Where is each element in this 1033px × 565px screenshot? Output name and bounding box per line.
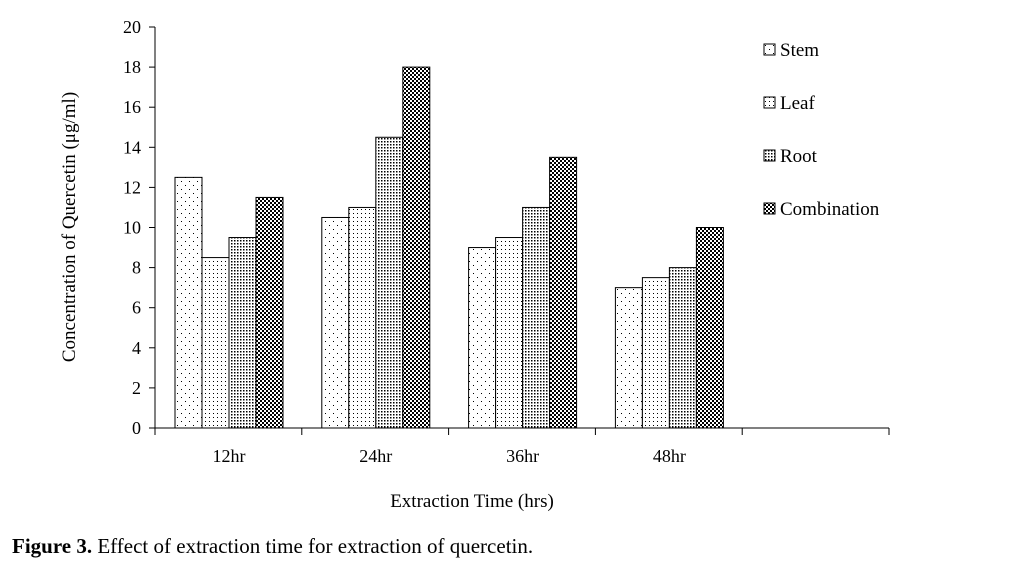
bar-leaf-12hr: [201, 257, 230, 429]
x-tick-label-48hr: 48hr: [653, 446, 686, 466]
bar-root-12hr: [228, 237, 257, 429]
y-tick-label-20: 20: [123, 17, 141, 37]
legend-swatch-combination: [763, 202, 776, 215]
bar-stem-24hr: [321, 216, 350, 429]
y-tick-label-14: 14: [123, 137, 141, 157]
figure-label: Figure 3.: [12, 534, 93, 558]
y-axis-title: Concentration of Quercetin (μg/ml): [59, 92, 80, 362]
y-tick-label-12: 12: [123, 177, 141, 197]
y-tick-label-6: 6: [132, 298, 141, 318]
x-axis-title: Extraction Time (hrs): [390, 491, 554, 512]
legend-swatch-stem: [763, 43, 776, 56]
legend: Stem Leaf Root Combination: [763, 40, 880, 220]
bar-root-48hr: [668, 267, 697, 429]
y-tick-label-16: 16: [123, 97, 141, 117]
legend-label-leaf: Leaf: [780, 93, 815, 114]
y-tick-label-2: 2: [132, 378, 141, 398]
bar-root-36hr: [522, 206, 551, 429]
x-tick-label-24hr: 24hr: [359, 446, 392, 466]
bar-leaf-24hr: [348, 206, 377, 429]
bar-leaf-48hr: [641, 277, 670, 429]
bar-combination-48hr: [695, 227, 724, 429]
y-tick-label-18: 18: [123, 57, 141, 77]
figure-caption: Figure 3. Effect of extraction time for …: [12, 534, 533, 559]
bar-stem-36hr: [468, 247, 497, 429]
y-tick-label-4: 4: [132, 338, 141, 358]
bar-combination-24hr: [402, 66, 431, 429]
bar-combination-12hr: [255, 196, 284, 429]
bar-combination-36hr: [549, 156, 578, 429]
bar-stem-12hr: [174, 176, 203, 429]
legend-swatch-root: [763, 149, 776, 162]
bar-root-24hr: [375, 136, 404, 429]
y-tick-label-10: 10: [123, 218, 141, 238]
x-tick-label-12hr: 12hr: [213, 446, 246, 466]
bar-chart: 0 2 4 6 8 10 12 14 16 18 20 12hr 24hr 36hr 48hr Concen…: [59, 17, 890, 512]
y-tick-label-8: 8: [132, 258, 141, 278]
figure-caption-text: Effect of extraction time for extraction…: [92, 534, 534, 558]
legend-label-combination: Combination: [780, 199, 880, 220]
legend-swatch-leaf: [763, 96, 776, 109]
y-tick-label-0: 0: [132, 418, 141, 438]
legend-label-stem: Stem: [780, 40, 819, 61]
bar-stem-48hr: [614, 287, 643, 429]
legend-label-root: Root: [780, 146, 818, 167]
x-tick-label-36hr: 36hr: [506, 446, 539, 466]
bar-leaf-36hr: [495, 237, 524, 429]
